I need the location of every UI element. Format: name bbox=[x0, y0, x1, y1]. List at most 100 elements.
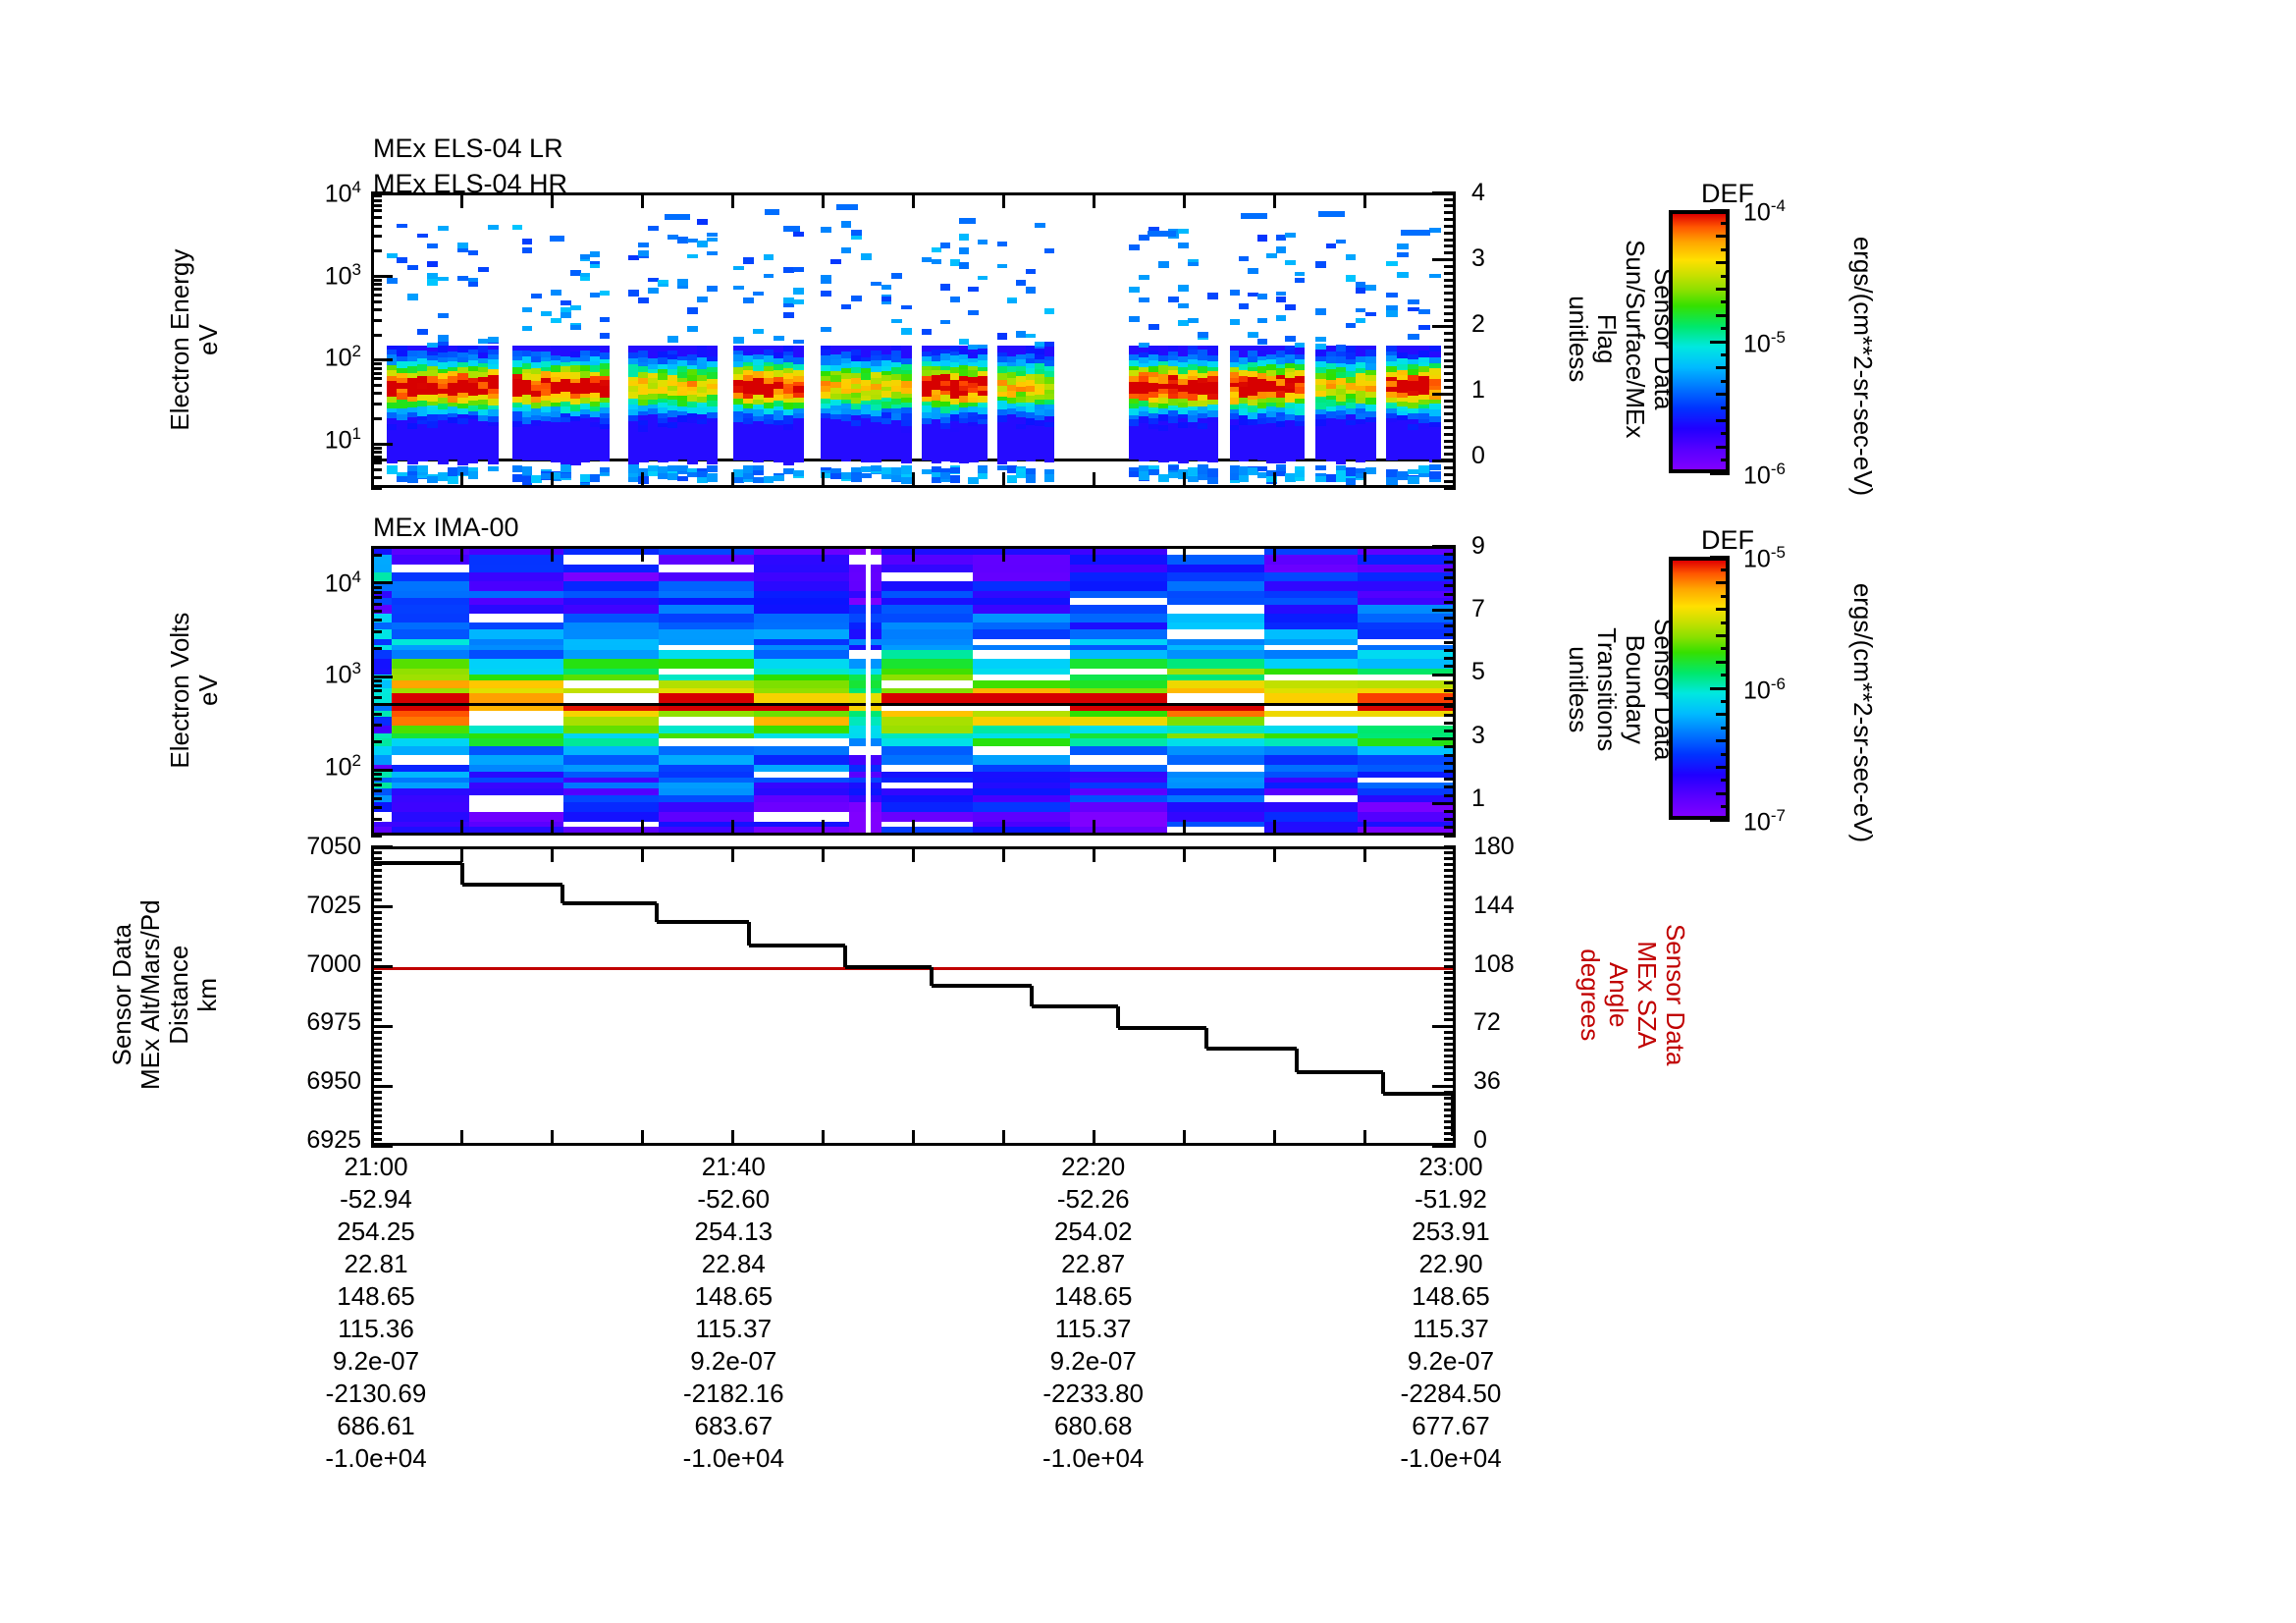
spectrogram-cell bbox=[468, 738, 565, 747]
spectrogram-cell bbox=[1006, 377, 1017, 386]
spectrogram-cell bbox=[840, 454, 852, 461]
tick-mark bbox=[371, 610, 383, 614]
spectrogram-cell bbox=[958, 407, 970, 413]
spectrogram-cell bbox=[374, 628, 392, 640]
spectrogram-cell bbox=[1315, 367, 1327, 374]
spectrogram-cell bbox=[782, 373, 794, 380]
spectrogram-cell bbox=[972, 590, 1071, 600]
tick-mark bbox=[1443, 1042, 1456, 1046]
spectrogram-cell bbox=[561, 443, 571, 449]
y-tick-label: 102 bbox=[324, 342, 361, 372]
spectrogram-cell bbox=[1355, 427, 1366, 436]
spectrogram-cell bbox=[374, 564, 470, 573]
spectrogram-cell bbox=[1358, 659, 1453, 670]
colorbar-tick bbox=[1721, 752, 1730, 756]
spectrogram-cell bbox=[1335, 395, 1347, 403]
spectrogram-cell bbox=[840, 450, 852, 456]
spectrogram-cell bbox=[387, 452, 399, 458]
right-tick-label: 0 bbox=[1471, 442, 1485, 470]
spectrogram-cell bbox=[1025, 367, 1036, 375]
spectrogram-cell bbox=[467, 415, 479, 420]
spectrogram-cell bbox=[589, 406, 601, 412]
tick-mark bbox=[1443, 697, 1456, 701]
spectrogram-cell bbox=[648, 352, 660, 359]
spectrogram-cell bbox=[922, 369, 933, 377]
altitude-step bbox=[1296, 1070, 1383, 1075]
spectrogram-cell bbox=[1285, 353, 1296, 359]
tick-mark bbox=[1273, 846, 1277, 862]
spectrogram-cell bbox=[1256, 392, 1268, 400]
spectrogram-cell bbox=[397, 449, 408, 457]
spectrogram-cell bbox=[374, 659, 392, 670]
spectrogram-cell bbox=[1139, 345, 1150, 353]
spectrogram-cell bbox=[1148, 407, 1160, 414]
spectrogram-cell bbox=[1263, 726, 1360, 734]
spectrogram-cell bbox=[1043, 351, 1055, 357]
spectrogram-cell bbox=[931, 418, 941, 427]
spectrogram-cell bbox=[922, 439, 933, 448]
spectrogram-cell bbox=[397, 404, 408, 409]
spectrogram-cell bbox=[1335, 470, 1347, 479]
tick-mark bbox=[1183, 846, 1187, 862]
spectrogram-cell bbox=[677, 475, 689, 482]
spectrogram-cell bbox=[628, 429, 640, 437]
spectrogram-cell bbox=[972, 811, 1071, 823]
tick-mark bbox=[1443, 271, 1456, 275]
spectrogram-cell bbox=[1275, 402, 1287, 408]
tick-mark bbox=[371, 486, 383, 490]
tick-mark bbox=[1002, 192, 1006, 208]
tick-mark bbox=[1432, 801, 1456, 805]
spectrogram-cell bbox=[1006, 345, 1017, 352]
tick-mark bbox=[1443, 785, 1456, 789]
spectrogram-cell bbox=[871, 409, 882, 417]
spectrogram-cell bbox=[1207, 442, 1219, 449]
spectrogram-cell bbox=[1364, 391, 1376, 400]
spectrogram-cell bbox=[840, 404, 852, 409]
spectrogram-cell bbox=[561, 473, 571, 479]
altitude-sza-plot[interactable] bbox=[371, 846, 1456, 1146]
spectrogram-cell bbox=[697, 413, 709, 420]
spectrogram-cell bbox=[1006, 397, 1017, 405]
spectrogram-cell bbox=[687, 468, 699, 476]
spectrogram-cell bbox=[1428, 351, 1441, 358]
spectrogram-cell bbox=[638, 431, 650, 439]
electron-volts-spectrogram[interactable] bbox=[371, 546, 1456, 836]
spectrogram-cell bbox=[1335, 371, 1347, 379]
electron-energy-spectrogram[interactable] bbox=[371, 192, 1456, 488]
tick-mark bbox=[1432, 609, 1456, 613]
spectrogram-cell bbox=[648, 414, 660, 421]
spectrogram-cell bbox=[753, 679, 850, 689]
spectrogram-cell bbox=[901, 351, 912, 359]
spectrogram-cell bbox=[977, 465, 988, 474]
spectrogram-cell bbox=[521, 326, 533, 331]
spectrogram-cell bbox=[1417, 435, 1430, 441]
tick-mark bbox=[1443, 379, 1456, 383]
spectrogram-cell bbox=[374, 687, 470, 695]
spectrogram-cell bbox=[1043, 409, 1055, 417]
spectrogram-cell bbox=[1263, 622, 1360, 630]
spectrogram-cell bbox=[1355, 288, 1366, 294]
spectrogram-cell bbox=[599, 438, 611, 446]
spectrogram-cell bbox=[531, 420, 543, 427]
spectrogram-cell bbox=[488, 426, 500, 433]
spectrogram-cell bbox=[881, 590, 974, 600]
spectrogram-cell bbox=[763, 371, 774, 379]
spectrogram-cell bbox=[977, 349, 988, 355]
spectrogram-cell bbox=[881, 427, 892, 433]
spectrogram-cell bbox=[417, 457, 429, 462]
spectrogram-cell bbox=[1355, 351, 1366, 357]
spectrogram-cell bbox=[707, 361, 719, 368]
spectrogram-cell bbox=[901, 413, 912, 421]
tick-mark bbox=[371, 1102, 383, 1106]
spectrogram-cell bbox=[1315, 475, 1327, 482]
spectrogram-cell bbox=[374, 738, 470, 747]
spectrogram-cell bbox=[1139, 400, 1150, 407]
spectrogram-cell bbox=[589, 392, 601, 399]
tick-mark bbox=[1443, 406, 1456, 409]
spectrogram-cell bbox=[1198, 401, 1209, 407]
colorbar-tick bbox=[1716, 713, 1730, 717]
spectrogram-cell bbox=[793, 447, 805, 453]
spectrogram-cell bbox=[949, 440, 960, 447]
spectrogram-cell bbox=[1166, 787, 1265, 796]
spectrogram-cell bbox=[457, 386, 469, 394]
